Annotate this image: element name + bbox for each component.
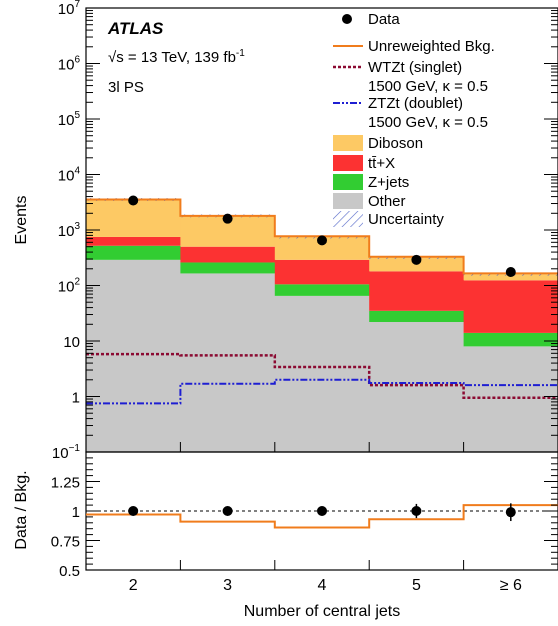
wtzt-singlet-line [86, 352, 558, 399]
data-point [411, 254, 422, 265]
legend-label-wtzt: WTZt (singlet) [368, 59, 462, 76]
stack-zjets-bar [86, 245, 181, 260]
legend-symbol-ttx [333, 155, 363, 171]
ztzt-doublet-line [86, 378, 558, 405]
annotations: ATLAS √s = 13 TeV, 139 fb-1 3l PS Events… [13, 19, 400, 620]
legend-label-other: Other [368, 193, 406, 210]
stack-ttx-bar [180, 246, 276, 263]
x-axis-label: Number of central jets [244, 603, 401, 620]
stack-other-bar [463, 346, 558, 452]
ratio-y-tick-label: 1.25 [51, 475, 80, 492]
stack-diboson-bar [274, 236, 370, 260]
y-tick-label: 104 [58, 166, 81, 185]
data-point [222, 213, 233, 224]
stack-other-bar [274, 295, 370, 452]
legend-label-zjets: Z+jets [368, 174, 409, 191]
legend-symbol-zjets [333, 174, 363, 190]
stack-zjets-bar [274, 284, 370, 296]
ratio-y-axis-label: Data / Bkg. [13, 470, 30, 549]
ratio-plot: 0.5 0.75 1 1.25 2 3 4 5 ≥ 6 [51, 451, 558, 594]
stack-ttx-bar [369, 271, 465, 311]
y-tick-label: 1 [72, 390, 80, 407]
main-plot: 10−1 1 10 102 103 104 105 106 107 [52, 0, 558, 462]
y-tick-label: 102 [58, 277, 81, 296]
stack-zjets-bar [463, 332, 558, 347]
stack-zjets-bar [180, 262, 276, 274]
y-tick-label: 105 [58, 110, 81, 129]
legend-label-ztzt_sub: 1500 GeV, κ = 0.5 [368, 114, 488, 131]
legend-label-wtzt_sub: 1500 GeV, κ = 0.5 [368, 78, 488, 95]
x-tick-label: 4 [318, 577, 327, 594]
stack-diboson-bar [86, 199, 181, 237]
stack-zjets-bar [369, 310, 465, 322]
y-axis-label: Events [13, 196, 30, 245]
stack-diboson-bar [463, 274, 558, 281]
legend-symbol-data [342, 14, 352, 24]
region-label: 3l PS [108, 79, 144, 96]
legend-label-unrw: Unreweighted Bkg. [368, 38, 495, 55]
y-tick-label: 10−1 [52, 443, 81, 462]
legend-symbol-diboson [333, 135, 363, 151]
legend-label-ttx: tt̄+X [368, 155, 395, 172]
legend-label-data: Data [368, 11, 400, 28]
data-point [128, 195, 139, 206]
ratio-y-tick-label: 0.75 [51, 534, 80, 551]
atlas-label: ATLAS [107, 19, 164, 38]
ratio-unreweighted-line [86, 504, 558, 529]
x-tick-label: 2 [129, 577, 138, 594]
data-point [317, 235, 327, 246]
legend-symbol-other [333, 193, 363, 209]
ratio-data-point [411, 506, 422, 516]
legend: Data Unreweighted Bkg. WTZt (singlet) 1500 … [333, 11, 495, 228]
y-tick-label: 107 [58, 0, 81, 18]
ratio-data-point [222, 506, 233, 516]
ratio-data-point [505, 507, 516, 518]
x-tick-label: 5 [412, 577, 421, 594]
y-tick-label: 10 [63, 334, 80, 351]
legend-label-unc: Uncertainty [368, 211, 444, 228]
stack-ttx-bar [86, 236, 181, 246]
legend-label-diboson: Diboson [368, 135, 423, 152]
legend-symbol-uncertainty [333, 211, 363, 227]
y-tick-label: 106 [58, 55, 81, 74]
ratio-y-tick-label: 0.5 [59, 563, 80, 580]
data-point [505, 267, 516, 278]
stack-other-bar [369, 321, 465, 452]
ratio-data-point [128, 506, 139, 516]
ratio-y-tick-label: 1 [72, 504, 80, 521]
ratio-data-point [317, 506, 327, 516]
legend-label-ztzt: ZTZt (doublet) [368, 95, 463, 112]
stack-other-bar [86, 259, 181, 452]
stack-other-bar [180, 273, 276, 452]
stack-ttx-bar [463, 280, 558, 333]
energy-label: √s = 13 TeV, 139 fb-1 [108, 48, 245, 66]
x-tick-label: ≥ 6 [500, 577, 522, 594]
x-tick-label: 3 [223, 577, 232, 594]
y-tick-label: 103 [58, 221, 81, 240]
stack-ttx-bar [274, 259, 370, 285]
